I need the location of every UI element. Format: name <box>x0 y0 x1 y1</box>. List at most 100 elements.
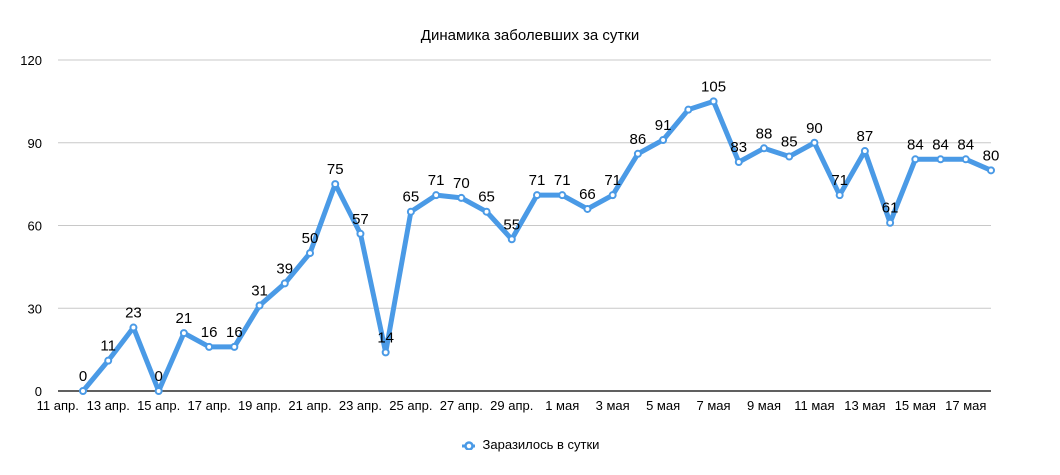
x-tick-label: 5 мая <box>646 398 680 413</box>
data-label: 65 <box>403 189 420 206</box>
data-label: 50 <box>302 230 319 247</box>
y-tick-label: 120 <box>20 53 42 68</box>
x-tick-label: 29 апр. <box>490 398 533 413</box>
data-point-marker <box>104 356 113 365</box>
data-label: 84 <box>932 136 949 153</box>
x-tick-label: 1 мая <box>545 398 579 413</box>
data-point-marker <box>331 180 340 189</box>
legend-label: Заразилось в сутки <box>482 437 600 452</box>
chart-title: Динамика заболевших за сутки <box>420 27 640 44</box>
data-point-marker <box>684 105 693 114</box>
data-point-marker <box>533 191 541 200</box>
data-label: 16 <box>226 324 243 341</box>
data-label: 55 <box>503 216 520 233</box>
data-label: 71 <box>831 172 848 189</box>
x-tick-label: 15 мая <box>895 398 936 413</box>
y-tick-label: 0 <box>35 384 42 399</box>
data-point-marker <box>886 218 895 227</box>
data-point-marker <box>482 207 491 216</box>
x-tick-label: 13 апр. <box>87 398 130 413</box>
data-point-marker <box>633 149 642 158</box>
data-point-marker <box>179 329 188 338</box>
x-tick-label: 23 апр. <box>339 398 382 413</box>
data-point-marker <box>406 207 415 216</box>
data-label: 57 <box>352 211 369 228</box>
x-tick-label: 21 апр. <box>288 398 331 413</box>
data-point-marker <box>734 158 743 167</box>
x-tick-label: 3 мая <box>596 398 630 413</box>
data-point-marker <box>659 135 668 144</box>
x-tick-label: 7 мая <box>697 398 731 413</box>
data-label: 65 <box>478 189 495 206</box>
data-point-marker <box>936 155 945 164</box>
data-label: 90 <box>806 120 823 137</box>
data-label: 88 <box>756 125 773 142</box>
data-label: 0 <box>79 368 87 385</box>
data-point-marker <box>306 249 314 258</box>
data-point-marker <box>154 387 163 395</box>
data-label: 83 <box>730 139 747 156</box>
data-labels: 0 11 23 0 21 16 16 31 39 50 75 57 14 65 71 70 65 55 71 71 66… <box>79 78 1000 385</box>
data-label: 39 <box>276 260 293 277</box>
x-tick-label: 19 апр. <box>238 398 281 413</box>
data-point-marker <box>507 235 516 244</box>
data-label: 11 <box>100 338 116 355</box>
x-tick-label: 25 апр. <box>389 398 432 413</box>
data-label: 85 <box>781 134 798 151</box>
data-point-marker <box>255 301 264 310</box>
y-tick-label: 30 <box>28 301 42 316</box>
data-label: 31 <box>251 282 268 299</box>
gridlines <box>58 59 991 392</box>
data-point-marker <box>709 97 718 106</box>
data-point-marker <box>835 191 844 200</box>
data-label: 91 <box>655 117 672 134</box>
data-label: 71 <box>428 172 445 189</box>
x-tick-label: 11 мая <box>794 398 834 413</box>
data-point-marker <box>129 323 138 332</box>
x-tick-label: 27 апр. <box>440 398 483 413</box>
data-label: 75 <box>327 161 344 178</box>
data-label: 84 <box>907 136 924 153</box>
data-point-marker <box>381 348 390 357</box>
data-label: 71 <box>554 172 571 189</box>
y-tick-label: 90 <box>28 136 42 151</box>
x-tick-label: 9 мая <box>747 398 781 413</box>
x-tick-label: 17 апр. <box>188 398 231 413</box>
data-label: 105 <box>701 78 726 95</box>
data-point-marker <box>205 342 214 351</box>
data-label: 23 <box>125 305 142 322</box>
data-point-marker <box>583 204 592 213</box>
data-point-marker <box>230 342 239 351</box>
x-tick-label: 11 апр. <box>37 398 79 413</box>
x-tick-label: 17 мая <box>945 398 986 413</box>
data-label: 16 <box>201 324 218 341</box>
data-label: 71 <box>529 172 546 189</box>
data-point-marker <box>987 166 995 175</box>
series-line-path <box>80 98 994 394</box>
data-label: 21 <box>176 310 193 327</box>
data-point-marker <box>457 193 466 202</box>
data-label: 87 <box>857 128 874 145</box>
data-point-marker <box>911 155 920 164</box>
data-point-marker <box>280 279 289 288</box>
data-point-marker <box>785 152 794 161</box>
x-tick-label: 13 мая <box>844 398 885 413</box>
data-label: 14 <box>377 329 394 346</box>
legend: Заразилось в сутки <box>0 437 1060 452</box>
data-label: 71 <box>604 172 621 189</box>
data-label: 66 <box>579 186 596 203</box>
x-axis-ticks: 11 апр. 13 апр. 15 апр. 17 апр. 19 апр. 21 ап… <box>37 398 987 413</box>
legend-marker-icon <box>461 440 475 450</box>
data-point-marker <box>558 191 567 200</box>
x-tick-label: 15 апр. <box>137 398 180 413</box>
data-label: 0 <box>154 368 162 385</box>
data-point-marker <box>810 138 819 147</box>
data-point-marker <box>961 155 970 164</box>
data-point-marker <box>608 191 617 200</box>
data-point-marker <box>860 147 869 156</box>
data-label: 61 <box>882 200 899 217</box>
data-label: 84 <box>957 136 974 153</box>
y-axis-ticks: 0 30 60 90 120 <box>20 53 42 399</box>
data-point-marker <box>356 229 365 238</box>
